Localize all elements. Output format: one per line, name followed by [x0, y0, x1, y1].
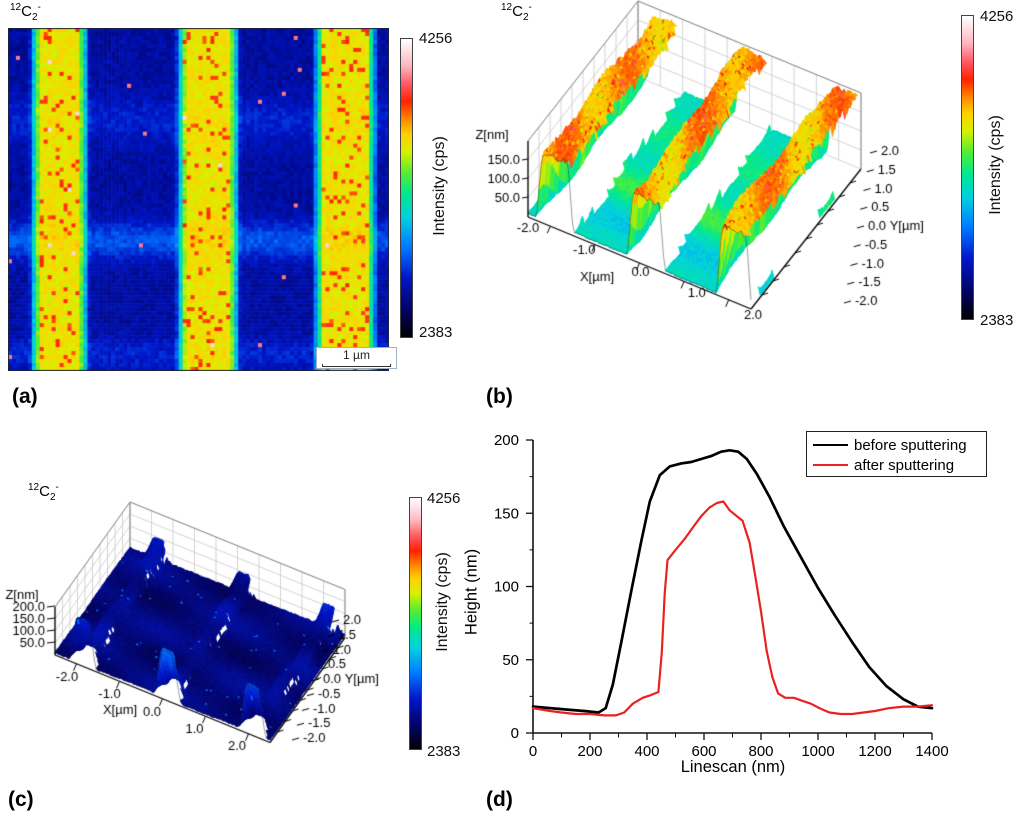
- colorbar-c: [409, 497, 422, 750]
- svg-text:50: 50: [502, 652, 519, 669]
- isotope-mass: 12: [501, 2, 513, 13]
- legend-line-before: [813, 444, 848, 446]
- svg-text:0: 0: [511, 725, 519, 742]
- element-symbol: C: [21, 3, 32, 20]
- legend-label-after: after sputtering: [854, 456, 955, 474]
- panel-a-title: 12C2-: [10, 2, 41, 23]
- panel-c-letter: (c): [8, 788, 34, 811]
- colorbar-a-label: Intensity (cps): [431, 136, 448, 236]
- svg-text:200: 200: [577, 743, 602, 760]
- isotope-mass: 12: [10, 2, 22, 13]
- panel-b-letter: (b): [486, 385, 513, 408]
- svg-text:600: 600: [691, 743, 716, 760]
- svg-text:100: 100: [494, 579, 519, 596]
- svg-text:1200: 1200: [858, 743, 891, 760]
- scale-bar-label: 1 µm: [343, 348, 370, 362]
- svg-text:150: 150: [494, 505, 519, 522]
- y-axis-title: Height (nm): [462, 548, 481, 636]
- svg-text:0: 0: [529, 743, 537, 760]
- legend-line-after: [813, 464, 848, 466]
- surface-3d-before-canvas: [462, 0, 962, 400]
- colorbar-c-label: Intensity (cps): [434, 552, 451, 652]
- svg-text:800: 800: [748, 743, 773, 760]
- ion-charge: -: [528, 2, 532, 13]
- linescan-chart: 0 200 400 600 800 1000 1200 1400 0 50 100 150 200: [494, 432, 949, 760]
- colorbar-b: [961, 15, 974, 320]
- scale-bar: 1 µm: [316, 347, 397, 369]
- panel-a-letter: (a): [12, 385, 38, 408]
- panel-d-letter: (d): [486, 788, 513, 811]
- colorbar-a-min: 2383: [419, 324, 453, 341]
- ion-charge: -: [37, 2, 41, 13]
- colorbar-b-label: Intensity (cps): [987, 115, 1004, 215]
- colorbar-c-min: 2383: [427, 743, 461, 760]
- atom-count: 2: [522, 12, 529, 23]
- x-axis-title: Linescan (nm): [680, 758, 786, 776]
- legend-label-before: before sputtering: [854, 436, 967, 454]
- element-symbol: C: [512, 3, 523, 20]
- surface-3d-after-canvas: [0, 480, 460, 810]
- panel-b-title: 12C2-: [501, 2, 532, 23]
- colorbar-b-max: 4256: [980, 8, 1014, 25]
- ion-charge: -: [55, 482, 59, 493]
- atom-count: 2: [49, 492, 56, 503]
- svg-text:1400: 1400: [915, 743, 948, 760]
- element-symbol: C: [39, 483, 50, 500]
- legend: before sputtering after sputtering: [806, 431, 987, 477]
- svg-text:1000: 1000: [801, 743, 834, 760]
- isotope-mass: 12: [28, 482, 40, 493]
- atom-count: 2: [31, 12, 38, 23]
- panel-c-title: 12C2-: [28, 482, 59, 503]
- svg-text:400: 400: [634, 743, 659, 760]
- legend-row-after: after sputtering: [813, 455, 980, 475]
- colorbar-b-min: 2383: [980, 312, 1014, 329]
- colorbar-a-max: 4256: [419, 30, 453, 47]
- colorbar-a: [400, 38, 413, 338]
- legend-row-before: before sputtering: [813, 435, 980, 455]
- scale-bar-line: [322, 364, 391, 367]
- sims-intensity-map-canvas: [8, 28, 389, 371]
- svg-text:200: 200: [494, 432, 519, 449]
- colorbar-c-max: 4256: [427, 490, 461, 507]
